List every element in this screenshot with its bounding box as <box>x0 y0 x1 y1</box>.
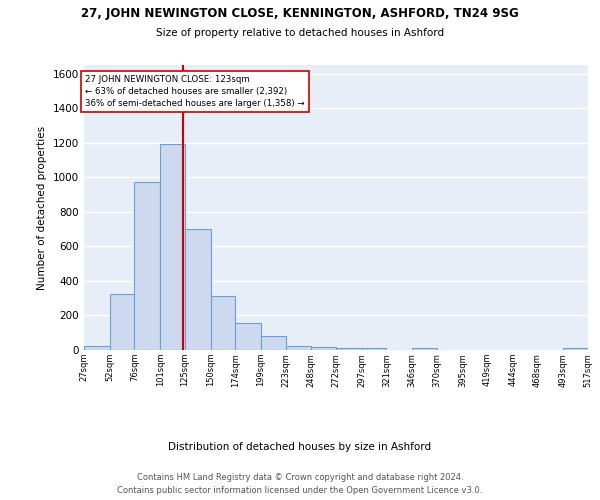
Bar <box>261 336 286 350</box>
Bar <box>185 229 211 350</box>
Bar <box>134 182 160 350</box>
Bar <box>362 348 386 350</box>
Bar <box>412 348 437 350</box>
Bar <box>235 323 261 350</box>
Bar <box>311 348 336 350</box>
Bar <box>286 346 311 350</box>
Bar <box>84 346 110 350</box>
Bar <box>336 348 362 350</box>
Y-axis label: Number of detached properties: Number of detached properties <box>37 126 47 290</box>
Text: Contains public sector information licensed under the Open Government Licence v3: Contains public sector information licen… <box>118 486 482 495</box>
Bar <box>110 294 134 350</box>
Bar <box>211 296 235 350</box>
Text: Distribution of detached houses by size in Ashford: Distribution of detached houses by size … <box>169 442 431 452</box>
Bar <box>160 144 185 350</box>
Text: Size of property relative to detached houses in Ashford: Size of property relative to detached ho… <box>156 28 444 38</box>
Text: Contains HM Land Registry data © Crown copyright and database right 2024.: Contains HM Land Registry data © Crown c… <box>137 472 463 482</box>
Bar <box>563 348 588 350</box>
Text: 27, JOHN NEWINGTON CLOSE, KENNINGTON, ASHFORD, TN24 9SG: 27, JOHN NEWINGTON CLOSE, KENNINGTON, AS… <box>81 8 519 20</box>
Text: 27 JOHN NEWINGTON CLOSE: 123sqm
← 63% of detached houses are smaller (2,392)
36%: 27 JOHN NEWINGTON CLOSE: 123sqm ← 63% of… <box>85 76 305 108</box>
